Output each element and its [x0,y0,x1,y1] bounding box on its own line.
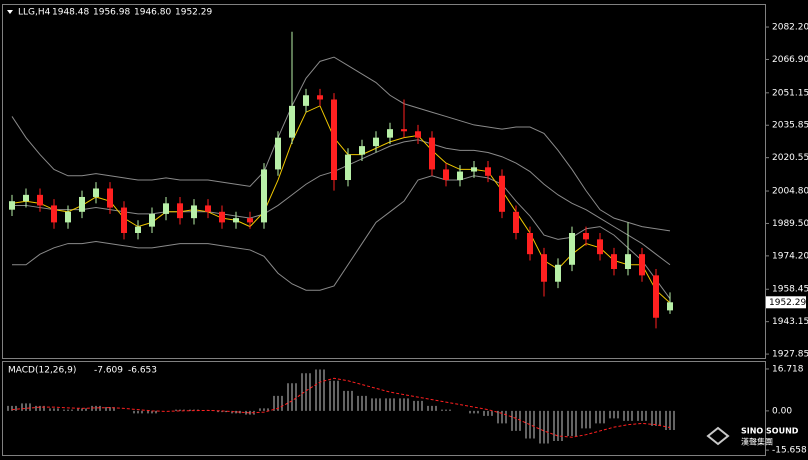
ohlc-value: 1946.80 [134,8,171,18]
candle-body [415,131,421,138]
line [12,175,671,299]
candle-body [429,137,435,170]
main-panel [2,4,766,359]
brand-subtitle: 漢聲集團 [741,437,773,447]
y-tick-label: 1927.85 [772,350,808,360]
candle-body [583,232,589,240]
macd-panel [2,361,766,456]
candle-body [191,205,197,219]
y-tick-label: 2020.55 [772,153,808,163]
signal-value: -6.653 [128,366,157,376]
candle-body [205,205,211,212]
y-tick-label: 1989.50 [772,219,808,229]
candle-body [23,194,29,202]
y-tick-label: -15.658 [772,446,807,456]
candle-body [499,175,505,212]
ohlc-value: 1948.48 [52,8,89,18]
candle-body [107,188,113,208]
candle-body [443,169,449,181]
y-tick-label: 2035.85 [772,121,808,131]
candle-body [485,167,491,176]
y-tick-label: 2066.90 [772,55,808,65]
candle-body [569,232,575,265]
candle-body [625,254,631,270]
candle-body [387,129,393,138]
candle-body [247,218,253,223]
y-tick-label: 2082.20 [772,23,808,33]
candle-body [51,205,57,223]
candle-body [513,211,519,233]
ohlc-value: 1956.98 [93,8,130,18]
y-tick-label: 1958.45 [772,285,808,295]
brand: SINO SOUND [741,427,799,436]
y-tick-label: 16.718 [772,364,804,374]
candle-body [667,302,673,311]
candle-body [37,194,43,206]
y-tick-label: 0.00 [772,406,792,416]
candle-body [639,254,645,276]
candle-body [289,105,295,138]
candle-body [261,169,267,223]
candle-body [163,203,169,214]
candle-body [611,254,617,270]
candle-body [121,207,127,233]
candle-body [555,264,561,282]
menu-arrow [7,10,13,14]
logo [706,426,730,446]
last-price-box [766,296,806,309]
line [11,377,671,438]
title: MACD(12,26,9) [8,366,76,376]
y-tick-label: 1974.20 [772,251,808,261]
candle-body [457,171,463,181]
last-price: 1952.29 [769,298,806,308]
candle-body [65,211,71,223]
candle-body [597,239,603,255]
candle-body [79,196,85,212]
watermark: SINO SOUND 漢聲集團 [706,426,799,447]
candle-body [401,129,407,132]
candle-body [9,201,15,210]
candle-body [233,218,239,223]
candle-body [345,154,351,181]
candle-body [359,146,365,155]
candle-body [135,226,141,233]
candle-body [219,211,225,223]
line [11,56,671,232]
candle-body [373,137,379,147]
title: LLG,H4 [18,8,51,18]
candle-body [471,167,477,172]
candle-body [653,275,659,318]
y-tick-label: 2004.80 [772,187,808,197]
candle-body [275,137,281,170]
y-tick-label: 2051.15 [772,88,808,98]
candle-body [541,254,547,282]
macd-value: -7.609 [94,366,123,376]
ohlc-value: 1952.29 [175,8,212,18]
candle-body [149,213,155,227]
y-tick-label: 1943.15 [772,317,808,327]
candle-body [93,188,99,197]
candle-body [331,99,337,181]
candle-body [303,95,309,106]
candle-body [177,203,183,219]
candle-body [317,95,323,100]
candle-body [527,232,533,255]
